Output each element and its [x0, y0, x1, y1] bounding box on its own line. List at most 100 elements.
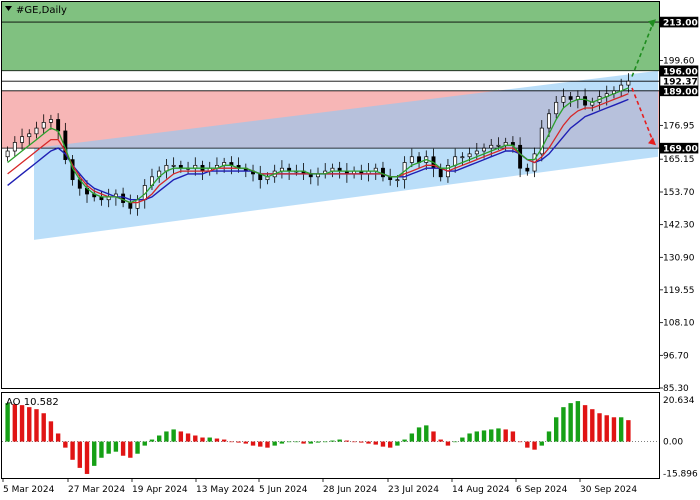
- oscillator-bar-80: [582, 405, 588, 442]
- oscillator-bar-7: [55, 433, 61, 442]
- axis-layer: 213.00199.60188.30176.95165.15153.70142.…: [2, 16, 699, 495]
- candle-body-63: [460, 156, 465, 159]
- candle-body-67: [489, 144, 494, 149]
- candle-body-3: [27, 133, 32, 138]
- candle-body-56: [409, 156, 414, 163]
- oscillator-bar-24: [178, 431, 184, 442]
- oscillator-bar-48: [351, 441, 357, 443]
- oscillator-bar-65: [474, 431, 480, 442]
- oscillator-bar-64: [467, 433, 472, 442]
- oscillator-bar-59: [431, 431, 436, 442]
- oscillator-bar-28: [207, 437, 212, 442]
- oscillator-bar-30: [221, 439, 227, 442]
- oscillator-bar-21: [156, 435, 162, 442]
- oscillator-bar-57: [416, 427, 422, 442]
- candle-body-68: [496, 144, 501, 147]
- oscillator-bar-41: [301, 441, 306, 444]
- oscillator-bar-9: [70, 441, 75, 460]
- oscillator-label: AO 10.582: [6, 397, 59, 408]
- oscillator-bar-20: [149, 439, 155, 442]
- oscillator-bar-8: [63, 441, 68, 448]
- oscillator-bar-52: [380, 441, 386, 447]
- oscillator-bar-62: [452, 441, 458, 443]
- candle-body-18: [135, 199, 140, 209]
- candle-body-74: [539, 127, 544, 155]
- price-level-label-1: 196.00: [663, 67, 698, 77]
- candle-body-76: [554, 101, 559, 115]
- oscillator-bar-11: [84, 441, 90, 474]
- oscillator-bar-45: [330, 440, 335, 442]
- oscillator-bar-1: [12, 404, 18, 442]
- oscillator-bar-50: [366, 441, 371, 444]
- candle-body-4: [34, 127, 39, 135]
- oscillator-bar-2: [19, 405, 25, 442]
- oscillator-bar-16: [120, 441, 126, 456]
- oscillator-bar-84: [611, 417, 617, 442]
- candle-body-80: [583, 96, 588, 106]
- oscillator-bar-86: [626, 420, 631, 442]
- price-tick-label-8: 119.55: [663, 286, 695, 296]
- oscillator-bar-37: [272, 441, 277, 446]
- oscillator-bar-72: [525, 441, 530, 448]
- oscillator-bar-82: [597, 413, 602, 442]
- price-level-label-0: 213.00: [663, 19, 698, 29]
- collapse-triangle-icon[interactable]: [5, 6, 12, 11]
- oscillator-bar-15: [113, 441, 119, 452]
- oscillator-bar-25: [185, 433, 191, 442]
- candle-body-5: [41, 122, 46, 129]
- price-tick-label-9: 108.10: [663, 319, 695, 329]
- oscillator-bar-33: [243, 441, 249, 444]
- oscillator-bar-49: [359, 441, 364, 443]
- price-tick-label-7: 130.90: [663, 253, 695, 263]
- candle-body-60: [438, 167, 443, 178]
- oscillator-bar-83: [604, 415, 609, 442]
- oscillator-bar-71: [517, 441, 523, 443]
- oscillator-bar-75: [546, 431, 552, 442]
- oscillator-panel-frame: [1, 392, 660, 479]
- oscillator-bar-6: [48, 421, 54, 442]
- oscillator-bar-38: [279, 441, 285, 444]
- oscillator-bar-17: [128, 441, 133, 458]
- candle-body-75: [547, 113, 551, 129]
- projection-line-0: [631, 22, 654, 77]
- oscillator-bar-14: [106, 441, 111, 454]
- price-level-label-2: 192.37: [663, 78, 698, 88]
- oscillator-bar-34: [250, 441, 256, 446]
- oscillator-bar-13: [99, 441, 104, 458]
- price-panel: [2, 2, 659, 240]
- price-level-label-4: 169.00: [663, 145, 698, 155]
- candle-body-1: [12, 142, 17, 152]
- oscillator-bar-40: [294, 441, 299, 443]
- oscillator-bar-53: [387, 441, 393, 448]
- oscillator-bar-63: [460, 437, 465, 442]
- candle-body-71: [518, 144, 523, 169]
- oscillator-bar-54: [395, 441, 400, 446]
- oscillator-bar-5: [41, 413, 46, 442]
- oscillator-bar-23: [171, 429, 176, 442]
- candle-body-72: [525, 167, 530, 172]
- candle-body-17: [128, 202, 133, 209]
- oscillator-bar-73: [532, 441, 537, 450]
- oscillator-bar-76: [554, 417, 559, 442]
- oscillator-bar-46: [337, 439, 342, 442]
- oscillator-bar-42: [308, 441, 313, 444]
- oscillator-bar-36: [265, 441, 270, 448]
- oscillator-bar-0: [5, 403, 10, 442]
- oscillator-bar-66: [481, 430, 487, 442]
- target-zone-0: [2, 2, 659, 71]
- oscillator-bar-55: [402, 439, 407, 442]
- oscillator-bar-56: [409, 433, 415, 442]
- oscillator-bar-78: [568, 403, 573, 442]
- oscillator-bar-10: [77, 441, 82, 468]
- candle-body-2: [20, 136, 24, 143]
- price-tick-label-4: 165.15: [663, 155, 695, 165]
- oscillator-bar-47: [344, 440, 350, 442]
- date-tick-label-7: 14 Aug 2024: [452, 485, 510, 495]
- oscillator-bar-51: [373, 441, 378, 445]
- oscillator-bar-70: [510, 431, 516, 442]
- osc-tick-label-0: 20.634: [663, 396, 695, 406]
- oscillator-bar-61: [445, 441, 451, 446]
- osc-tick-label-1: 0.00: [663, 438, 683, 448]
- oscillator-bar-43: [315, 441, 321, 443]
